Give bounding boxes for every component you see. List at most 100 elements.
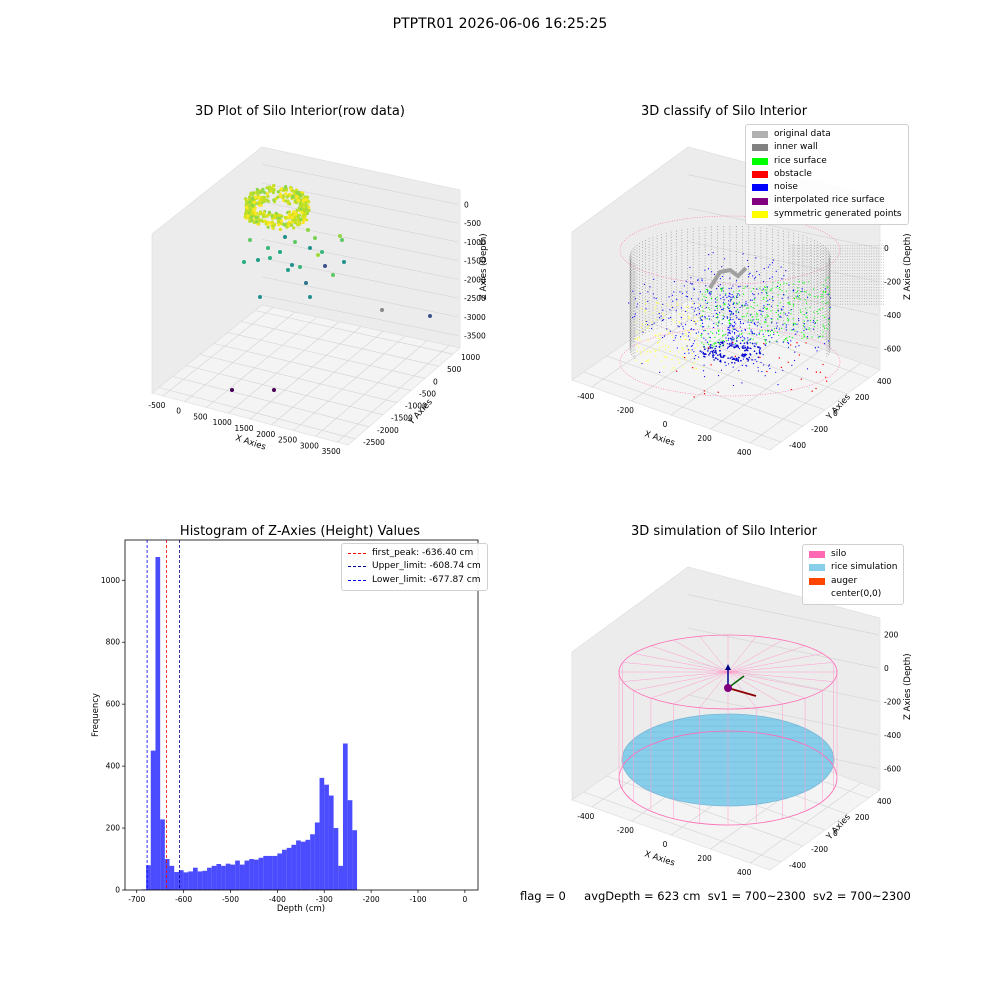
rice-surface-point (722, 314, 724, 316)
noise-point (636, 303, 639, 305)
raw-data-point (254, 215, 258, 220)
symmetric-point (639, 340, 641, 342)
noise-point (738, 348, 741, 350)
simulation-xlabel: X Axies (643, 849, 676, 868)
classify-xlabel: X Axies (643, 429, 676, 448)
noise-point (716, 316, 718, 318)
symmetric-point (655, 306, 657, 308)
noise-point (771, 276, 773, 278)
noise-point (683, 285, 685, 287)
rice-surface-point (809, 306, 811, 308)
noise-point (824, 288, 826, 290)
noise-point (732, 338, 734, 341)
noise-point (797, 317, 800, 320)
x-tick-label: 200 (697, 434, 712, 443)
obstacle-point (787, 361, 789, 363)
noise-point (767, 330, 769, 332)
noise-point (688, 352, 690, 354)
rice-surface-point (786, 282, 788, 285)
silo-roof-wire (622, 671, 729, 682)
noise-point (719, 354, 722, 357)
noise-point (780, 266, 782, 268)
symmetric-point (678, 351, 680, 353)
legend-item: auger (809, 575, 897, 588)
raw-data-point (292, 209, 296, 214)
noise-point (686, 291, 688, 293)
symmetric-point (640, 353, 642, 355)
noise-point (806, 335, 809, 338)
noise-point (740, 336, 742, 339)
symmetric-point (647, 325, 650, 327)
rice-surface-point (716, 299, 718, 301)
rice-surface-point (777, 314, 780, 316)
noise-point (730, 319, 732, 321)
raw-data-point (273, 216, 277, 220)
raw-data-point (271, 224, 275, 228)
raw-data-point (258, 212, 262, 216)
x-tick-label: 200 (697, 854, 712, 863)
raw-data-point (253, 211, 258, 216)
noise-point (733, 306, 735, 309)
noise-point (703, 329, 705, 332)
raw-data-point (306, 195, 310, 199)
symmetric-point (667, 346, 670, 348)
noise-point (714, 309, 716, 312)
noise-point (693, 302, 695, 305)
rice-surface-point (765, 291, 767, 293)
histogram-ylabel: Frequency (91, 693, 101, 737)
raw-data-point (272, 187, 276, 192)
rice-surface-point (805, 302, 808, 304)
histogram-title: Histogram of Z-Axies (Height) Values (179, 524, 421, 539)
noise-point (717, 325, 719, 327)
rice-surface-point (742, 293, 745, 295)
histogram-bar (178, 870, 184, 890)
noise-point (748, 356, 751, 359)
noise-point (739, 326, 742, 328)
noise-point (687, 335, 690, 337)
noise-point (674, 337, 677, 339)
noise-point (729, 330, 731, 332)
rice-surface-point (759, 323, 761, 325)
noise-point (715, 352, 717, 355)
legend-swatch (752, 144, 768, 152)
noise-point (649, 286, 651, 288)
y-tick-label: 500 (447, 365, 462, 374)
noise-point (765, 319, 767, 321)
rice-surface-point (792, 318, 794, 320)
rice-surface-point (808, 327, 810, 329)
x-tick-label: 1500 (234, 424, 253, 433)
rice-surface-point (707, 301, 709, 303)
noise-point (749, 354, 752, 356)
rice-surface-point (721, 335, 724, 337)
noise-point (689, 282, 691, 284)
noise-point (724, 361, 726, 364)
noise-point (768, 365, 770, 367)
noise-point (743, 347, 745, 350)
symmetric-point (677, 359, 680, 361)
rice-surface-point (779, 302, 781, 304)
noise-point (697, 298, 699, 300)
rice-surface-point (702, 310, 704, 312)
obstacle-point (717, 391, 719, 393)
noise-point (749, 272, 751, 274)
noise-point (711, 347, 713, 349)
rice-surface-point (725, 293, 727, 295)
raw-data-point (270, 214, 274, 218)
rice-surface-point (824, 279, 826, 281)
noise-point (701, 280, 703, 282)
raw-data-point (278, 192, 282, 196)
noise-point (722, 290, 724, 292)
noise-point (715, 288, 718, 290)
x-tick-label: 2500 (278, 436, 297, 445)
noise-point (737, 293, 739, 295)
noise-point (827, 293, 829, 295)
noise-point (662, 319, 665, 321)
rice-surface-point (752, 338, 754, 340)
rice-surface-point (733, 297, 735, 299)
raw-data-point (265, 214, 269, 219)
legend-label: original data (774, 129, 831, 139)
raw-data-point (265, 192, 270, 196)
noise-point (701, 322, 704, 324)
noise-point (713, 359, 715, 361)
rice-surface-point (802, 325, 805, 327)
